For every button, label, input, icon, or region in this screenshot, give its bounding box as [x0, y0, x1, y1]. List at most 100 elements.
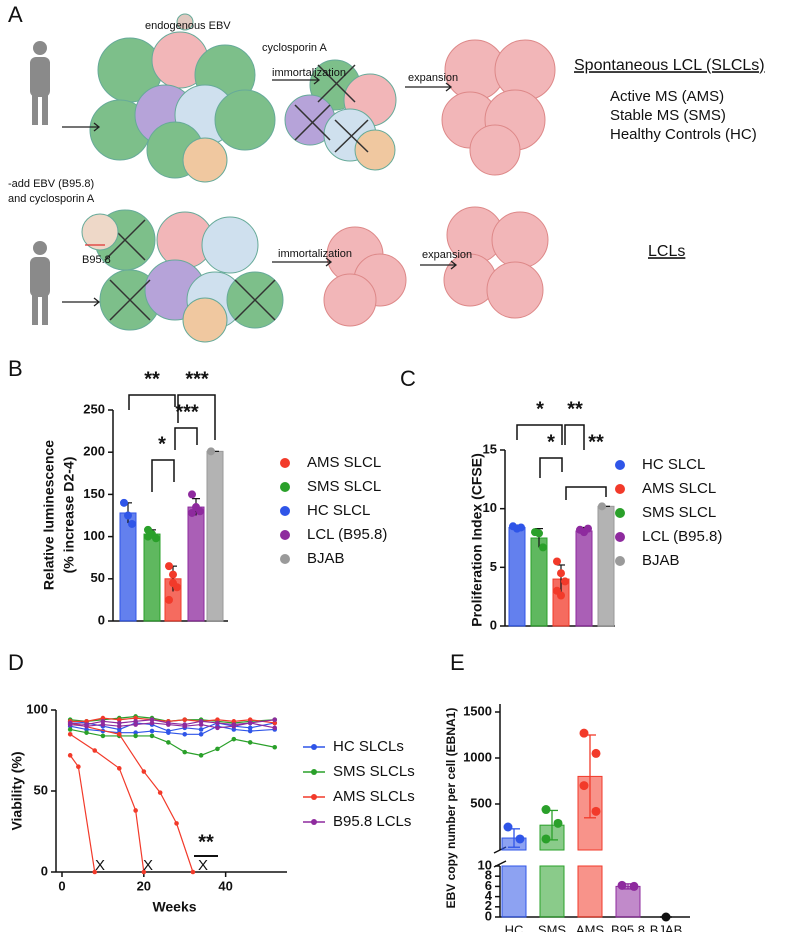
series-point [133, 722, 138, 727]
data-point [557, 591, 565, 600]
y-tick-label: 1000 [463, 749, 492, 764]
x-axis-label: Weeks [152, 899, 196, 915]
legend-marker [280, 482, 290, 492]
series-point [133, 733, 138, 739]
bar [508, 526, 526, 627]
y-tick-label: 150 [83, 486, 105, 501]
annotation: ** [198, 831, 214, 853]
annotation: X [143, 857, 153, 874]
legend-marker [280, 458, 290, 468]
y-axis-label: Proliferation Index (CFSE) [469, 453, 485, 626]
legend-label: SMS SLCL [307, 478, 381, 495]
data-point [207, 447, 215, 456]
group-label: Active MS (AMS) [610, 88, 724, 105]
data-point [629, 881, 639, 891]
series-point [116, 723, 122, 729]
series-point [141, 769, 147, 774]
legend-label: AMS SLCL [307, 454, 381, 471]
series-point [84, 723, 89, 729]
data-point [169, 579, 177, 588]
label-add-ebv: and cyclosporin A [8, 193, 95, 205]
series-point [198, 719, 204, 724]
x-tick-label: 0 [58, 878, 65, 893]
series-point [67, 732, 73, 737]
series-point [133, 719, 138, 724]
series-point [100, 733, 106, 739]
annotation: X [198, 857, 208, 874]
panel-a: A [8, 2, 765, 343]
panel-label: C [400, 366, 416, 391]
series-line [69, 755, 96, 873]
legend-marker [615, 460, 625, 470]
legend-marker [280, 554, 290, 564]
data-point [188, 490, 196, 499]
y-tick-label: 250 [83, 401, 105, 416]
y-axis-label: (% increase D2-4) [61, 457, 77, 574]
series-point [247, 728, 253, 734]
panel-label: A [8, 2, 23, 27]
significance-bracket [565, 486, 607, 500]
series-point [198, 727, 204, 732]
y-tick-label: 4 [485, 888, 493, 903]
data-point [165, 595, 173, 604]
legend-marker [280, 530, 290, 540]
data-point [598, 502, 606, 511]
group-label: Stable MS (SMS) [610, 107, 726, 124]
data-point [553, 818, 563, 828]
series-point [92, 748, 98, 753]
data-point [579, 728, 589, 738]
person-icon [30, 41, 50, 325]
significance-label: *** [175, 401, 199, 423]
series-point [190, 869, 196, 875]
series-point [247, 717, 253, 723]
legend-marker [311, 794, 317, 800]
label-immortalization: immortalization [278, 248, 352, 260]
legend-label: SMS SLCL [642, 504, 716, 521]
significance-label: * [536, 398, 544, 420]
x-tick-label: 40 [218, 878, 232, 893]
series-point [198, 753, 204, 758]
slcl-title: Spontaneous LCL (SLCLs) [574, 57, 765, 74]
y-tick-label: 1500 [463, 703, 492, 718]
x-tick-label: 20 [137, 878, 151, 893]
y-tick-label: 50 [91, 570, 105, 585]
bar [530, 537, 548, 627]
series-line [70, 722, 194, 873]
y-tick-label: 0 [98, 612, 105, 627]
legend-label: AMS SLCLs [333, 788, 415, 805]
cells-mixed-1 [89, 13, 276, 183]
panel-label: D [8, 650, 24, 675]
data-point [503, 822, 513, 832]
panel-label: E [450, 650, 465, 675]
series-point [215, 725, 220, 731]
data-point [152, 534, 160, 543]
series-point [166, 740, 171, 745]
label-add-ebv: -add EBV (B95.8) [8, 178, 94, 190]
y-tick-label: 500 [470, 795, 492, 810]
series-point [84, 727, 89, 732]
series-point [67, 753, 73, 758]
y-tick-label: 10 [478, 857, 492, 872]
series-point [272, 744, 278, 750]
series-point [247, 725, 253, 731]
series-point [182, 732, 188, 737]
series-point [182, 749, 188, 755]
data-point [579, 781, 589, 791]
bar [539, 865, 565, 918]
label-immortalization: immortalization [272, 67, 346, 79]
series-point [149, 733, 155, 739]
series-point [272, 717, 278, 723]
series-point [215, 746, 220, 752]
series-point [116, 766, 122, 771]
series-point [198, 722, 204, 727]
series-point [100, 719, 106, 724]
y-tick-label: 5 [490, 559, 497, 574]
y-tick-label: 100 [83, 528, 105, 543]
series-point [133, 730, 138, 735]
legend-label: LCL (B95.8) [642, 528, 722, 545]
bar [575, 530, 593, 627]
data-point [128, 519, 136, 528]
series-point [231, 719, 237, 724]
label-expansion: expansion [408, 72, 458, 84]
significance-label: * [158, 433, 166, 455]
